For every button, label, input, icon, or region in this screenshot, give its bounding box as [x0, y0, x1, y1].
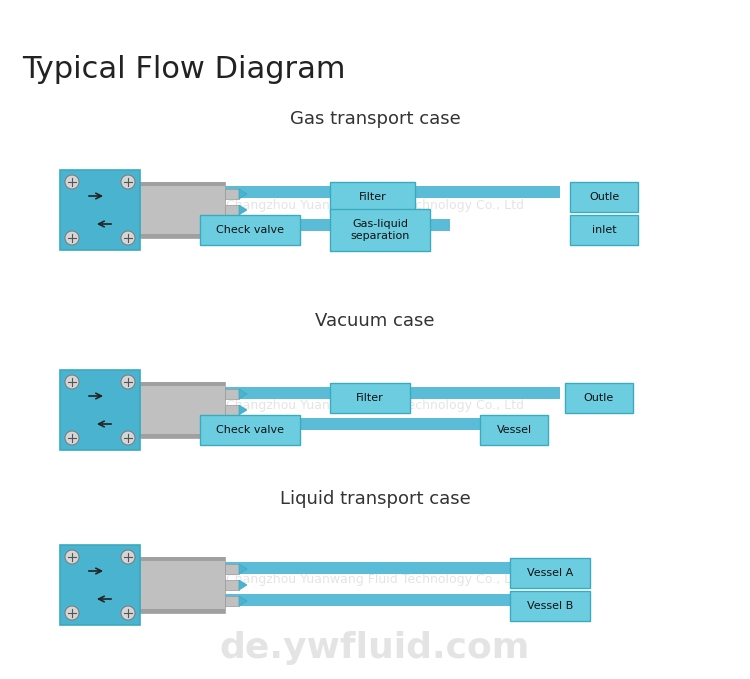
Bar — [225, 580, 239, 590]
Bar — [225, 564, 239, 574]
Circle shape — [65, 375, 79, 389]
Bar — [175, 387, 560, 399]
Bar — [175, 418, 500, 430]
Bar — [60, 170, 140, 250]
Circle shape — [65, 231, 79, 245]
Text: Gas transport case: Gas transport case — [290, 110, 460, 128]
Polygon shape — [239, 580, 247, 590]
Bar — [140, 609, 225, 613]
Text: Outle: Outle — [584, 393, 614, 403]
Text: Filter: Filter — [356, 393, 384, 403]
Bar — [480, 415, 548, 445]
Bar — [330, 182, 415, 212]
Bar — [225, 389, 239, 399]
Circle shape — [121, 606, 135, 620]
Text: Vessel A: Vessel A — [526, 568, 573, 578]
Bar — [140, 182, 225, 186]
Bar — [330, 209, 430, 251]
Bar — [175, 186, 560, 198]
Bar — [140, 557, 225, 613]
Bar — [225, 421, 239, 431]
Text: Typical Flow Diagram: Typical Flow Diagram — [22, 55, 346, 84]
Bar — [225, 205, 239, 215]
Circle shape — [65, 431, 79, 445]
Bar — [175, 219, 450, 231]
Polygon shape — [239, 389, 247, 399]
Polygon shape — [239, 405, 247, 415]
Bar — [225, 189, 239, 199]
Circle shape — [121, 431, 135, 445]
Circle shape — [121, 231, 135, 245]
Text: Outle: Outle — [589, 192, 620, 202]
Bar — [200, 215, 300, 245]
Bar — [140, 234, 225, 238]
Text: Vessel: Vessel — [496, 425, 532, 435]
Bar — [140, 382, 225, 438]
Polygon shape — [239, 221, 247, 231]
Text: Filter: Filter — [358, 192, 386, 202]
Bar — [140, 182, 225, 238]
Polygon shape — [239, 596, 247, 606]
Text: Check valve: Check valve — [216, 225, 284, 235]
Text: Changzhou Yuanwang Fluid Technology Co., Ltd: Changzhou Yuanwang Fluid Technology Co.,… — [226, 399, 524, 411]
Bar — [140, 557, 225, 561]
Bar — [200, 415, 300, 445]
Bar — [225, 221, 239, 231]
Polygon shape — [239, 205, 247, 215]
Polygon shape — [239, 189, 247, 199]
Bar — [225, 596, 239, 606]
Circle shape — [121, 175, 135, 189]
Circle shape — [65, 550, 79, 564]
Bar — [330, 383, 410, 413]
Bar — [510, 558, 590, 588]
Text: Vacuum case: Vacuum case — [315, 312, 435, 330]
Bar — [140, 382, 225, 386]
Polygon shape — [239, 564, 247, 574]
Text: Vessel B: Vessel B — [526, 601, 573, 611]
Bar — [225, 405, 239, 415]
Bar — [570, 182, 638, 212]
Bar — [60, 370, 140, 450]
Circle shape — [65, 606, 79, 620]
Circle shape — [121, 550, 135, 564]
Text: de.ywfluid.com: de.ywfluid.com — [220, 631, 530, 665]
Circle shape — [65, 175, 79, 189]
Bar — [510, 591, 590, 621]
Text: inlet: inlet — [592, 225, 616, 235]
Bar — [175, 562, 510, 574]
Text: Changzhou Yuanwang Fluid Technology Co., Ltd: Changzhou Yuanwang Fluid Technology Co.,… — [226, 198, 524, 211]
Text: Gas-liquid
separation: Gas-liquid separation — [350, 219, 410, 241]
Bar — [175, 594, 510, 606]
Text: Liquid transport case: Liquid transport case — [280, 490, 470, 508]
Text: Changzhou Yuanwang Fluid Technology Co., Ltd: Changzhou Yuanwang Fluid Technology Co.,… — [226, 574, 524, 587]
Bar — [60, 545, 140, 625]
Circle shape — [121, 375, 135, 389]
Bar — [570, 215, 638, 245]
Polygon shape — [239, 421, 247, 431]
Bar — [565, 383, 633, 413]
Text: Check valve: Check valve — [216, 425, 284, 435]
Bar — [140, 434, 225, 438]
